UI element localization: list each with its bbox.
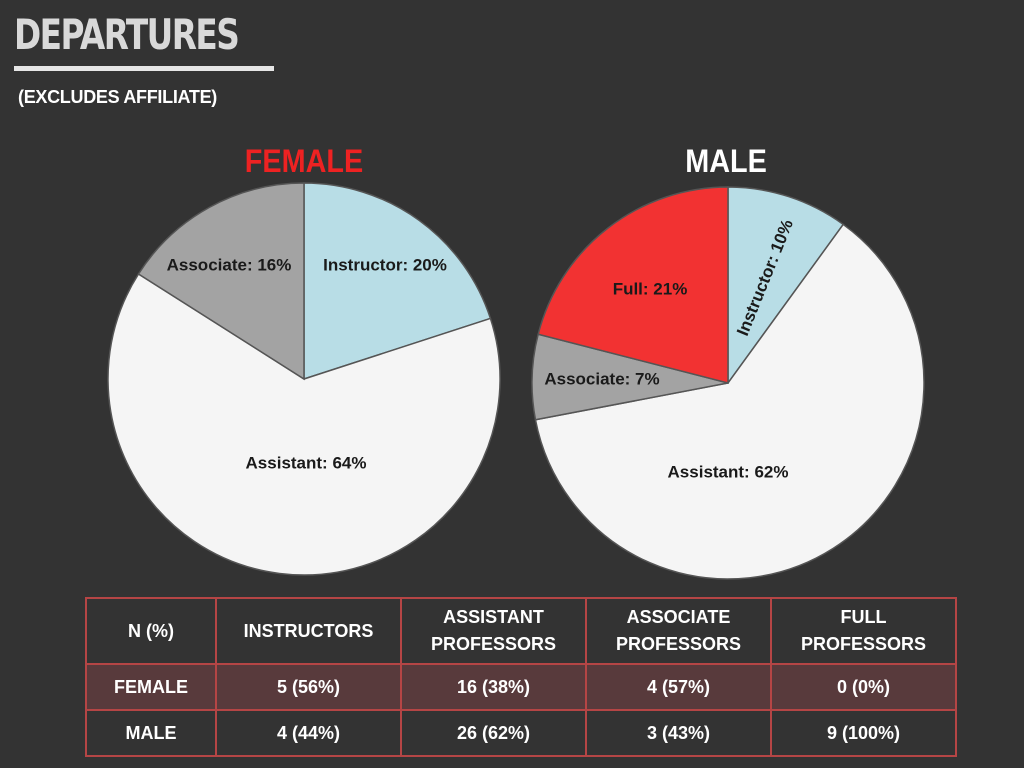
female-instructor-slice bbox=[303, 182, 492, 381]
female-assistant-label: Assistant: 64% bbox=[246, 453, 367, 472]
title-underline bbox=[14, 66, 274, 71]
table-cell: 0 (0%) bbox=[770, 663, 957, 711]
table-cell: 26 (62%) bbox=[400, 709, 587, 757]
departures-table: N (%) INSTRUCTORS ASSISTANT PROFESSORS A… bbox=[85, 597, 957, 757]
table-cell: 5 (56%) bbox=[215, 663, 402, 711]
female-chart-title: FEMALE bbox=[244, 143, 364, 179]
column-header: ASSISTANT PROFESSORS bbox=[400, 597, 587, 665]
male-chart-title: MALE bbox=[685, 143, 767, 179]
row-label: FEMALE bbox=[85, 663, 217, 711]
female-associate-slice bbox=[137, 182, 305, 381]
table-row: MALE 4 (44%) 26 (62%) 3 (43%) 9 (100%) bbox=[85, 709, 957, 757]
table-cell: 9 (100%) bbox=[770, 709, 957, 757]
female-associate-label: Associate: 16% bbox=[167, 255, 292, 274]
column-header: INSTRUCTORS bbox=[215, 597, 402, 665]
table-cell: 16 (38%) bbox=[400, 663, 587, 711]
male-assistant-label: Assistant: 62% bbox=[668, 462, 789, 481]
column-header: N (%) bbox=[85, 597, 217, 665]
female-instructor-label: Instructor: 20% bbox=[323, 255, 447, 274]
table-header-row: N (%) INSTRUCTORS ASSISTANT PROFESSORS A… bbox=[85, 597, 957, 665]
male-full-label: Full: 21% bbox=[613, 279, 688, 298]
table-cell: 4 (57%) bbox=[585, 663, 772, 711]
male-full-slice bbox=[537, 186, 729, 384]
table-row: FEMALE 5 (56%) 16 (38%) 4 (57%) 0 (0%) bbox=[85, 663, 957, 711]
male-assistant-slice bbox=[534, 223, 925, 580]
column-header: FULL PROFESSORS bbox=[770, 597, 957, 665]
pie-charts: Instructor: 20% Assistant: 64% Associate: … bbox=[107, 182, 925, 580]
row-label: MALE bbox=[85, 709, 217, 757]
page-title: DEPARTURES bbox=[14, 10, 240, 59]
column-header: ASSOCIATE PROFESSORS bbox=[585, 597, 772, 665]
male-instructor-slice bbox=[727, 186, 845, 386]
table-cell: 3 (43%) bbox=[585, 709, 772, 757]
male-associate-label: Associate: 7% bbox=[544, 369, 659, 388]
page-subtitle: (EXCLUDES AFFILIATE) bbox=[18, 87, 217, 107]
table-cell: 4 (44%) bbox=[215, 709, 402, 757]
female-assistant-slice bbox=[107, 272, 501, 576]
